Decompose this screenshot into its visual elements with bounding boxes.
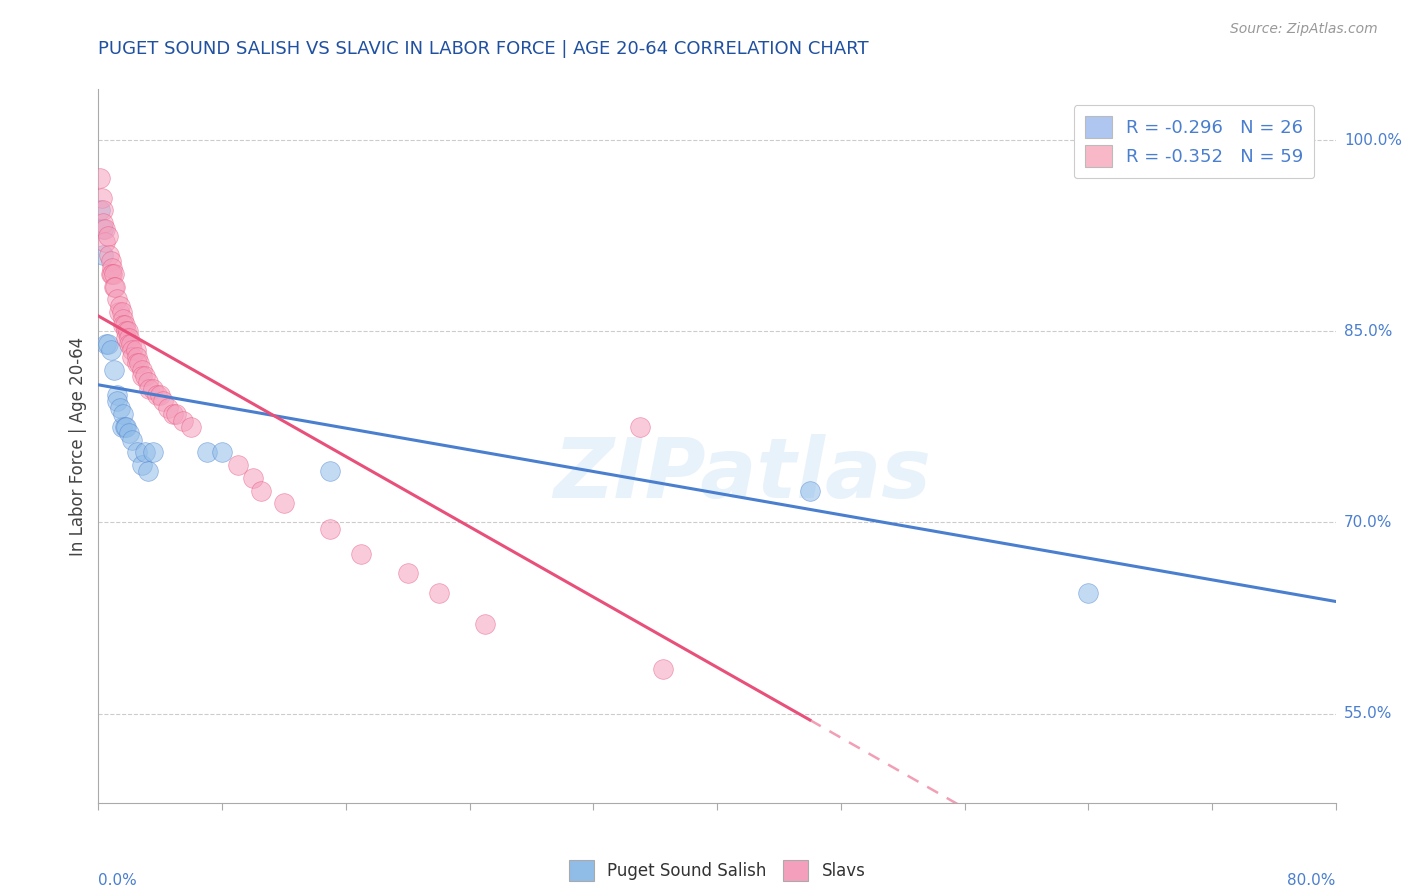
Point (115, 420, 138, 434)
Point (131, 362, 153, 376)
Point (103, 279, 125, 293)
Point (112, 318, 135, 332)
Point (350, 547, 373, 561)
Point (120, 337, 142, 351)
Point (112, 311, 135, 326)
Point (141, 382, 165, 396)
Point (165, 407, 187, 421)
Point (101, 260, 124, 275)
Point (136, 465, 159, 479)
Point (628, 420, 651, 434)
Point (111, 305, 132, 319)
Point (136, 376, 159, 390)
Text: 85.0%: 85.0% (1344, 324, 1392, 339)
Point (89, 203, 111, 218)
Point (1077, 585, 1099, 599)
Point (157, 401, 180, 415)
Point (103, 362, 125, 376)
Point (131, 368, 153, 383)
Point (91, 222, 114, 236)
Point (319, 522, 342, 536)
Point (93, 222, 115, 236)
Point (93, 235, 115, 249)
Text: 55.0%: 55.0% (1344, 706, 1392, 721)
Point (112, 407, 135, 421)
Point (108, 401, 131, 415)
Point (127, 356, 149, 370)
Point (97, 337, 120, 351)
Text: 0.0%: 0.0% (98, 873, 138, 888)
Point (226, 458, 249, 472)
Point (105, 394, 128, 409)
Point (115, 331, 138, 345)
Point (91, 248, 114, 262)
Point (89, 171, 111, 186)
Point (242, 471, 264, 485)
Text: 70.0%: 70.0% (1344, 515, 1392, 530)
Point (100, 254, 122, 268)
Point (273, 496, 295, 510)
Point (211, 445, 233, 459)
Point (128, 356, 150, 370)
Point (162, 407, 184, 421)
Text: 100.0%: 100.0% (1344, 133, 1402, 148)
Point (115, 324, 138, 338)
Point (97, 228, 120, 243)
Point (118, 337, 141, 351)
Point (103, 267, 125, 281)
Point (396, 566, 419, 581)
Point (96, 337, 118, 351)
Point (127, 445, 149, 459)
Point (107, 305, 129, 319)
Point (98, 248, 121, 262)
Point (319, 465, 342, 479)
Point (250, 483, 273, 498)
Point (101, 267, 124, 281)
Text: ZIPatlas: ZIPatlas (553, 434, 931, 515)
Point (146, 388, 169, 402)
Point (91, 216, 114, 230)
Point (195, 445, 218, 459)
Point (172, 413, 194, 427)
Point (124, 343, 146, 358)
Point (105, 388, 128, 402)
Point (152, 394, 174, 409)
Point (91, 203, 114, 218)
Point (427, 585, 450, 599)
Point (121, 433, 143, 447)
Point (105, 293, 128, 307)
Point (474, 617, 496, 632)
Point (100, 267, 122, 281)
Point (90, 190, 112, 204)
Point (180, 420, 202, 434)
Point (104, 279, 127, 293)
Point (121, 343, 143, 358)
Point (134, 368, 156, 383)
Point (118, 331, 141, 345)
Point (149, 388, 172, 402)
Text: 80.0%: 80.0% (1288, 873, 1336, 888)
Point (651, 662, 673, 676)
Point (114, 420, 136, 434)
Point (108, 299, 131, 313)
Y-axis label: In Labor Force | Age 20-64: In Labor Force | Age 20-64 (69, 336, 87, 556)
Point (121, 350, 143, 364)
Point (131, 458, 153, 472)
Point (114, 318, 136, 332)
Point (111, 420, 132, 434)
Point (134, 445, 156, 459)
Point (141, 445, 165, 459)
Point (799, 483, 821, 498)
Point (118, 426, 141, 441)
Legend: Puget Sound Salish, Slavs: Puget Sound Salish, Slavs (562, 854, 872, 888)
Point (127, 350, 149, 364)
Point (138, 382, 160, 396)
Point (100, 343, 122, 358)
Point (117, 324, 139, 338)
Text: PUGET SOUND SALISH VS SLAVIC IN LABOR FORCE | AGE 20-64 CORRELATION CHART: PUGET SOUND SALISH VS SLAVIC IN LABOR FO… (98, 40, 869, 58)
Text: Source: ZipAtlas.com: Source: ZipAtlas.com (1230, 22, 1378, 37)
